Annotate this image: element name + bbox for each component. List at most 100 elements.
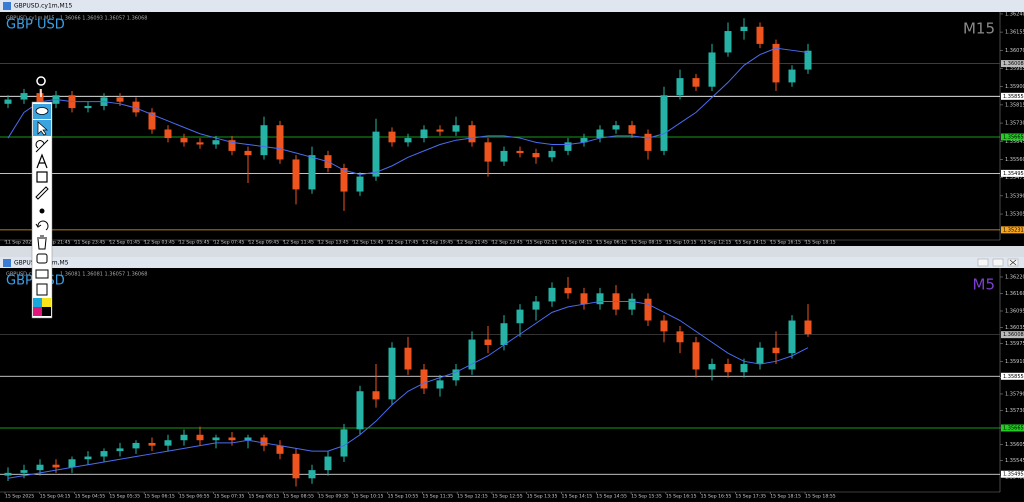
candle-body <box>644 133 652 151</box>
x-tick-label: 15 Sep 16:15 <box>770 240 801 246</box>
candle-body <box>708 52 716 87</box>
x-tick-label: 12 Sep 09:45 <box>248 240 279 246</box>
candle-body <box>212 437 220 441</box>
candle-body <box>276 445 284 454</box>
candle-body <box>196 434 204 441</box>
candle-body <box>308 155 316 190</box>
x-tick-label: 15 Sep 14:15 <box>562 494 593 500</box>
x-tick-label: 15 Sep 14:15 <box>735 240 766 246</box>
x-tick-label: 12 Sep 23:45 <box>492 240 523 246</box>
title-bar <box>0 0 1024 12</box>
candle-body <box>20 93 28 100</box>
candle-body <box>612 125 620 130</box>
y-tick-label: 1.35910 <box>1005 359 1024 365</box>
candle-body <box>660 95 668 151</box>
color-yellow[interactable] <box>42 298 51 307</box>
x-tick-label: 12 Sep 13:45 <box>318 240 349 246</box>
x-tick-label: 15 Sep 12:15 <box>701 240 732 246</box>
text-tool[interactable] <box>36 153 48 169</box>
y-tick-label: 1.36035 <box>1005 325 1024 331</box>
candle-body <box>452 125 460 132</box>
window-buttons <box>977 258 1019 267</box>
candle-body <box>756 347 764 365</box>
candle-body <box>500 150 508 162</box>
line-tool[interactable] <box>35 139 49 153</box>
candle-body <box>500 323 508 345</box>
color-magenta[interactable] <box>33 307 42 316</box>
candle-body <box>676 331 684 343</box>
candle-body <box>564 287 572 294</box>
candle-body <box>788 320 796 354</box>
x-tick-label: 12 Sep 17:45 <box>388 240 419 246</box>
candle-body <box>116 97 124 102</box>
screenshot-tool[interactable] <box>35 269 49 279</box>
candle-body <box>404 138 412 143</box>
candle-body <box>404 347 412 370</box>
x-tick-label: 15 Sep 14:55 <box>596 494 627 500</box>
window-icon <box>3 2 11 10</box>
x-tick-label: 12 Sep 05:45 <box>179 240 210 246</box>
x-tick-label: 15 Sep 18:15 <box>805 240 836 246</box>
chart-header-symbol: GBPUSD.cy1m,M15 <box>6 16 55 22</box>
candle-body <box>580 293 588 305</box>
candle-body <box>324 456 332 471</box>
x-tick-label: 15 Sep 16:55 <box>701 494 732 500</box>
candle-body <box>228 140 236 151</box>
x-tick-label: 15 Sep 06:15 <box>596 240 627 246</box>
candle-body <box>4 99 12 104</box>
price-level-tag <box>1001 424 1024 432</box>
candle-body <box>52 464 60 468</box>
candle-body <box>20 470 28 473</box>
chart-area <box>0 268 1024 502</box>
candle-body <box>372 131 380 177</box>
color-black[interactable] <box>42 307 51 316</box>
chart-area <box>0 12 1024 246</box>
candle-body <box>276 125 284 160</box>
x-tick-label: 15 Sep 18:15 <box>770 494 801 500</box>
x-tick-label: 15 Sep 16:15 <box>666 494 697 500</box>
x-tick-label: 12 Sep 11:45 <box>283 240 314 246</box>
candle-body <box>372 391 380 400</box>
candle-body <box>388 131 396 143</box>
y-tick-label: 1.35605 <box>1005 442 1024 448</box>
candle-body <box>596 129 604 139</box>
candle-body <box>164 129 172 139</box>
template-tool[interactable] <box>36 253 48 264</box>
price-level-label: 1.36008 <box>1003 61 1024 67</box>
maximize-button[interactable] <box>992 258 1004 267</box>
candle-body <box>164 440 172 446</box>
candle-body <box>804 320 812 335</box>
candle-body <box>484 142 492 162</box>
x-tick-label: 15 Sep 10:15 <box>666 240 697 246</box>
candle-body <box>244 437 252 441</box>
clipboard-tool[interactable] <box>36 283 48 296</box>
candle-body <box>132 101 140 113</box>
moving-average <box>7 300 809 479</box>
candle-body <box>788 69 796 83</box>
y-tick-label: 1.35305 <box>1005 212 1024 218</box>
candle-body <box>708 364 716 370</box>
color-cyan[interactable] <box>33 298 42 307</box>
candle-body <box>740 364 748 373</box>
candle-body <box>532 153 540 158</box>
x-tick-label: 15 Sep 05:35 <box>109 494 140 500</box>
delete-tool[interactable] <box>37 235 47 250</box>
y-tick-label: 1.36220 <box>1005 274 1024 280</box>
window-title: GBPUSD.cy1m,M15 <box>14 3 73 10</box>
x-tick-label: 15 Sep 13:35 <box>527 494 558 500</box>
candle-body <box>180 138 188 143</box>
candle-body <box>340 429 348 457</box>
dot-tool[interactable] <box>39 208 45 214</box>
y-tick-label: 1.35645 <box>1005 139 1024 145</box>
candle-body <box>724 364 732 373</box>
pencil-tool[interactable] <box>35 186 49 200</box>
candle-body <box>388 347 396 400</box>
minimize-button[interactable] <box>977 258 989 267</box>
symbol-label: GBP USD <box>6 18 65 33</box>
undo-tool[interactable] <box>35 220 49 231</box>
rect-tool[interactable] <box>36 171 48 183</box>
candle-body <box>196 142 204 145</box>
x-tick-label: 11 Sep 21:45 <box>40 240 71 246</box>
y-tick-label: 1.35545 <box>1005 458 1024 464</box>
y-tick-label: 1.35390 <box>1005 193 1024 199</box>
